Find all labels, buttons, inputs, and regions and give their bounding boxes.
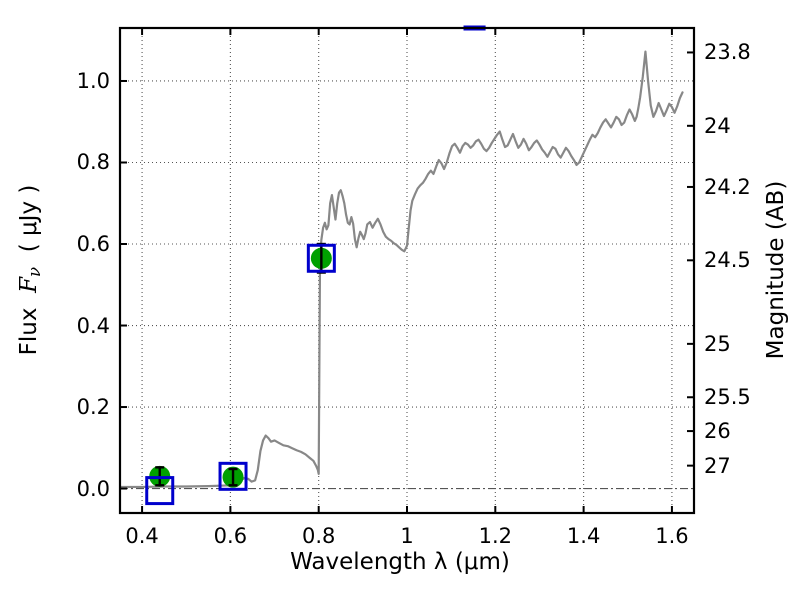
y-tick-label-left: 0.6 — [76, 232, 110, 256]
model-photometry-square — [145, 476, 175, 506]
x-tick-label: 1.2 — [478, 524, 512, 548]
y-axis-title-left: Flux Fν ( μJy ) — [16, 185, 44, 356]
y-tick-label-right: 25 — [704, 331, 731, 356]
y-tick-label-left: 0.2 — [76, 395, 110, 420]
y-tick-label-right: 25.5 — [704, 385, 751, 410]
data-series-group — [120, 50, 684, 489]
axis-tick-marks — [120, 28, 694, 513]
y-tick-label-left: 0.8 — [76, 150, 110, 175]
model-photometry-square — [218, 461, 248, 491]
y-axis-title-right: Magnitude (AB) — [763, 180, 789, 360]
x-tick-label: 0.4 — [125, 524, 159, 548]
x-tick-label: 0.6 — [213, 524, 248, 548]
y-tick-label-right: 27 — [704, 453, 731, 478]
y-tick-label-right: 26 — [704, 419, 731, 444]
y-axis-flux-symbol: F — [15, 276, 42, 293]
y-axis-units: ( μJy ) — [15, 184, 42, 253]
y-tick-label-left: 0.4 — [76, 313, 110, 338]
y-axis-flux-subscript: ν — [25, 266, 45, 277]
model-photometry-square — [306, 243, 336, 273]
y-tick-label-right: 24.5 — [704, 248, 751, 273]
spectrum-curve — [120, 50, 684, 489]
x-tick-label: 1 — [400, 524, 414, 548]
grid-lines — [120, 28, 694, 513]
x-tick-label: 1.6 — [655, 524, 689, 548]
y-tick-label-right: 24 — [704, 113, 731, 138]
x-tick-label: 1.4 — [566, 524, 601, 548]
y-tick-label-right: 23.8 — [704, 40, 751, 65]
y-tick-label-right: 24.2 — [704, 174, 751, 199]
x-axis-title: Wavelength λ (μm) — [290, 549, 510, 575]
y-tick-label-left: 0.0 — [76, 476, 110, 501]
x-tick-label: 0.8 — [301, 524, 336, 548]
y-tick-label-left: 1.0 — [76, 68, 110, 93]
y-axis-title-prefix: Flux — [15, 307, 42, 356]
photometry-markers-group — [145, 242, 336, 506]
